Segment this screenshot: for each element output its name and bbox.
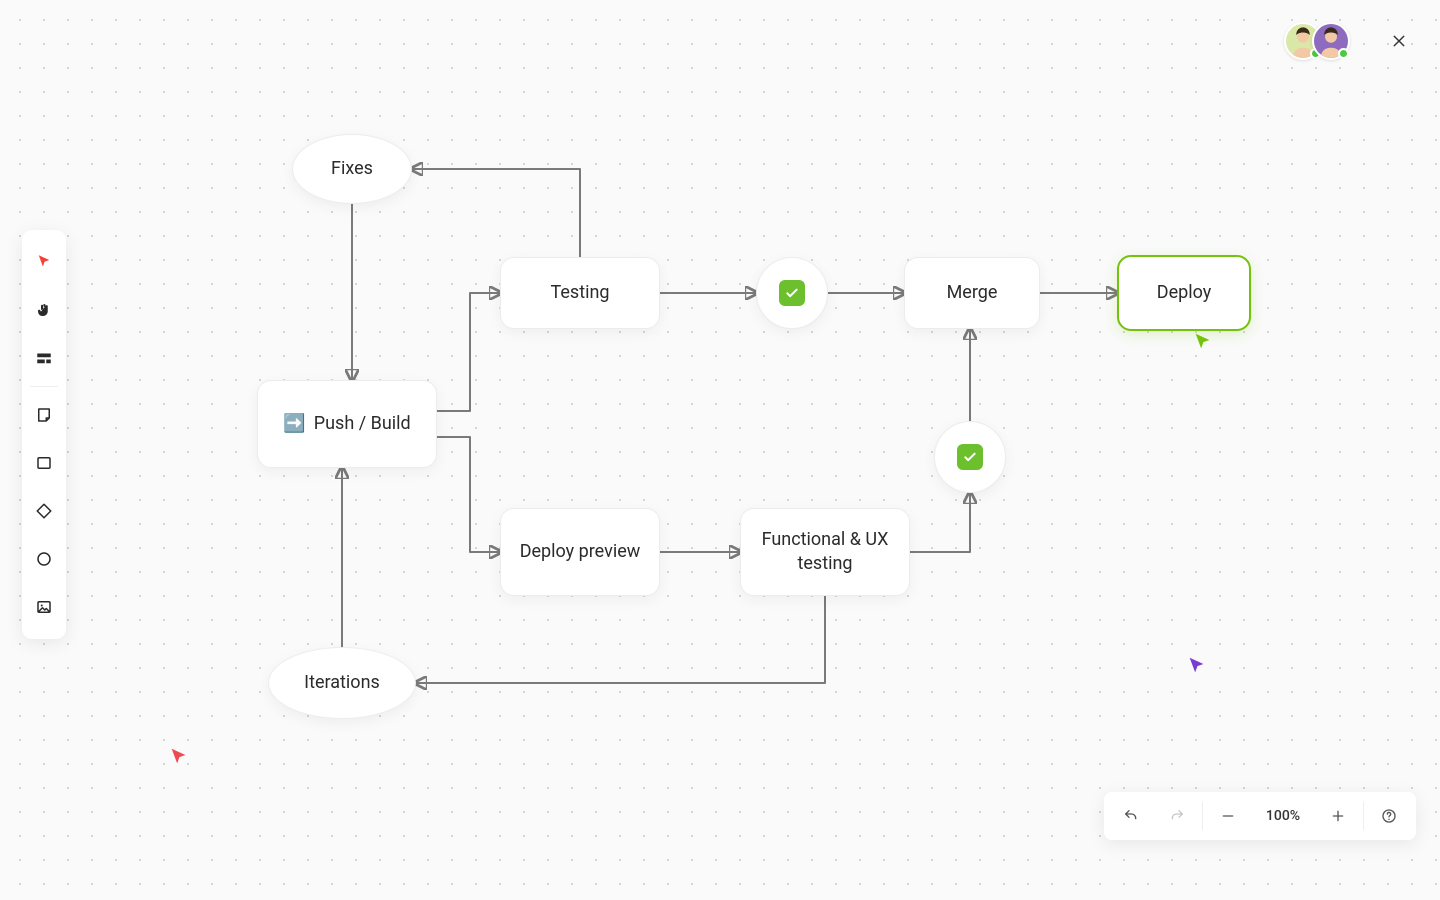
presence-dot [1338,48,1349,59]
check-icon [957,444,983,470]
node-label: Testing [550,281,609,305]
sticky-note-tool[interactable] [22,393,66,437]
node-label: Push / Build [314,412,411,436]
ellipse-icon [35,550,53,568]
node-label: Merge [947,281,998,305]
ellipse-tool[interactable] [22,537,66,581]
bottom-bar: 100% [1104,792,1416,840]
node-label: Deploy preview [520,540,641,564]
select-tool[interactable] [22,240,66,284]
plus-icon [1330,808,1346,824]
close-button[interactable] [1388,30,1410,52]
zoom-out-button[interactable] [1205,792,1251,840]
select-icon [35,253,53,271]
arrow-right-emoji-icon: ➡️ [283,412,305,436]
separator [30,386,58,387]
node-iterations[interactable]: Iterations [268,647,416,719]
undo-button[interactable] [1108,792,1154,840]
undo-icon [1123,808,1139,824]
zoom-in-button[interactable] [1315,792,1361,840]
sticky-note-icon [35,406,53,424]
node-merge[interactable]: Merge [904,257,1040,329]
rectangle-tool[interactable] [22,441,66,485]
hand-tool[interactable] [22,288,66,332]
node-functional[interactable]: Functional & UX testing [740,508,910,596]
node-label: Iterations [304,671,380,695]
help-button[interactable] [1366,792,1412,840]
diamond-icon [35,502,53,520]
minus-icon [1220,808,1236,824]
image-icon [35,598,53,616]
close-icon [1391,33,1407,49]
node-label: Fixes [331,157,373,181]
section-icon [35,349,53,367]
separator [1363,802,1364,830]
hand-icon [35,301,53,319]
check-icon [779,280,805,306]
node-preview[interactable]: Deploy preview [500,508,660,596]
node-testing[interactable]: Testing [500,257,660,329]
redo-button[interactable] [1154,792,1200,840]
section-tool[interactable] [22,336,66,380]
diamond-tool[interactable] [22,489,66,533]
separator [1202,802,1203,830]
rectangle-icon [35,454,53,472]
node-push[interactable]: ➡️ Push / Build [257,380,437,468]
help-icon [1381,808,1397,824]
avatar-stack[interactable] [1284,22,1350,60]
node-deploy[interactable]: Deploy [1117,255,1251,331]
node-label: Deploy [1157,281,1212,305]
redo-icon [1169,808,1185,824]
node-label: Functional & UX testing [757,528,893,577]
node-fixes[interactable]: Fixes [292,134,412,204]
header [1284,22,1410,60]
node-check1[interactable] [756,257,828,329]
toolbar [22,230,66,639]
avatar[interactable] [1312,22,1350,60]
zoom-level[interactable]: 100% [1251,808,1315,824]
image-tool[interactable] [22,585,66,629]
canvas[interactable] [0,0,1440,900]
node-check2[interactable] [934,421,1006,493]
